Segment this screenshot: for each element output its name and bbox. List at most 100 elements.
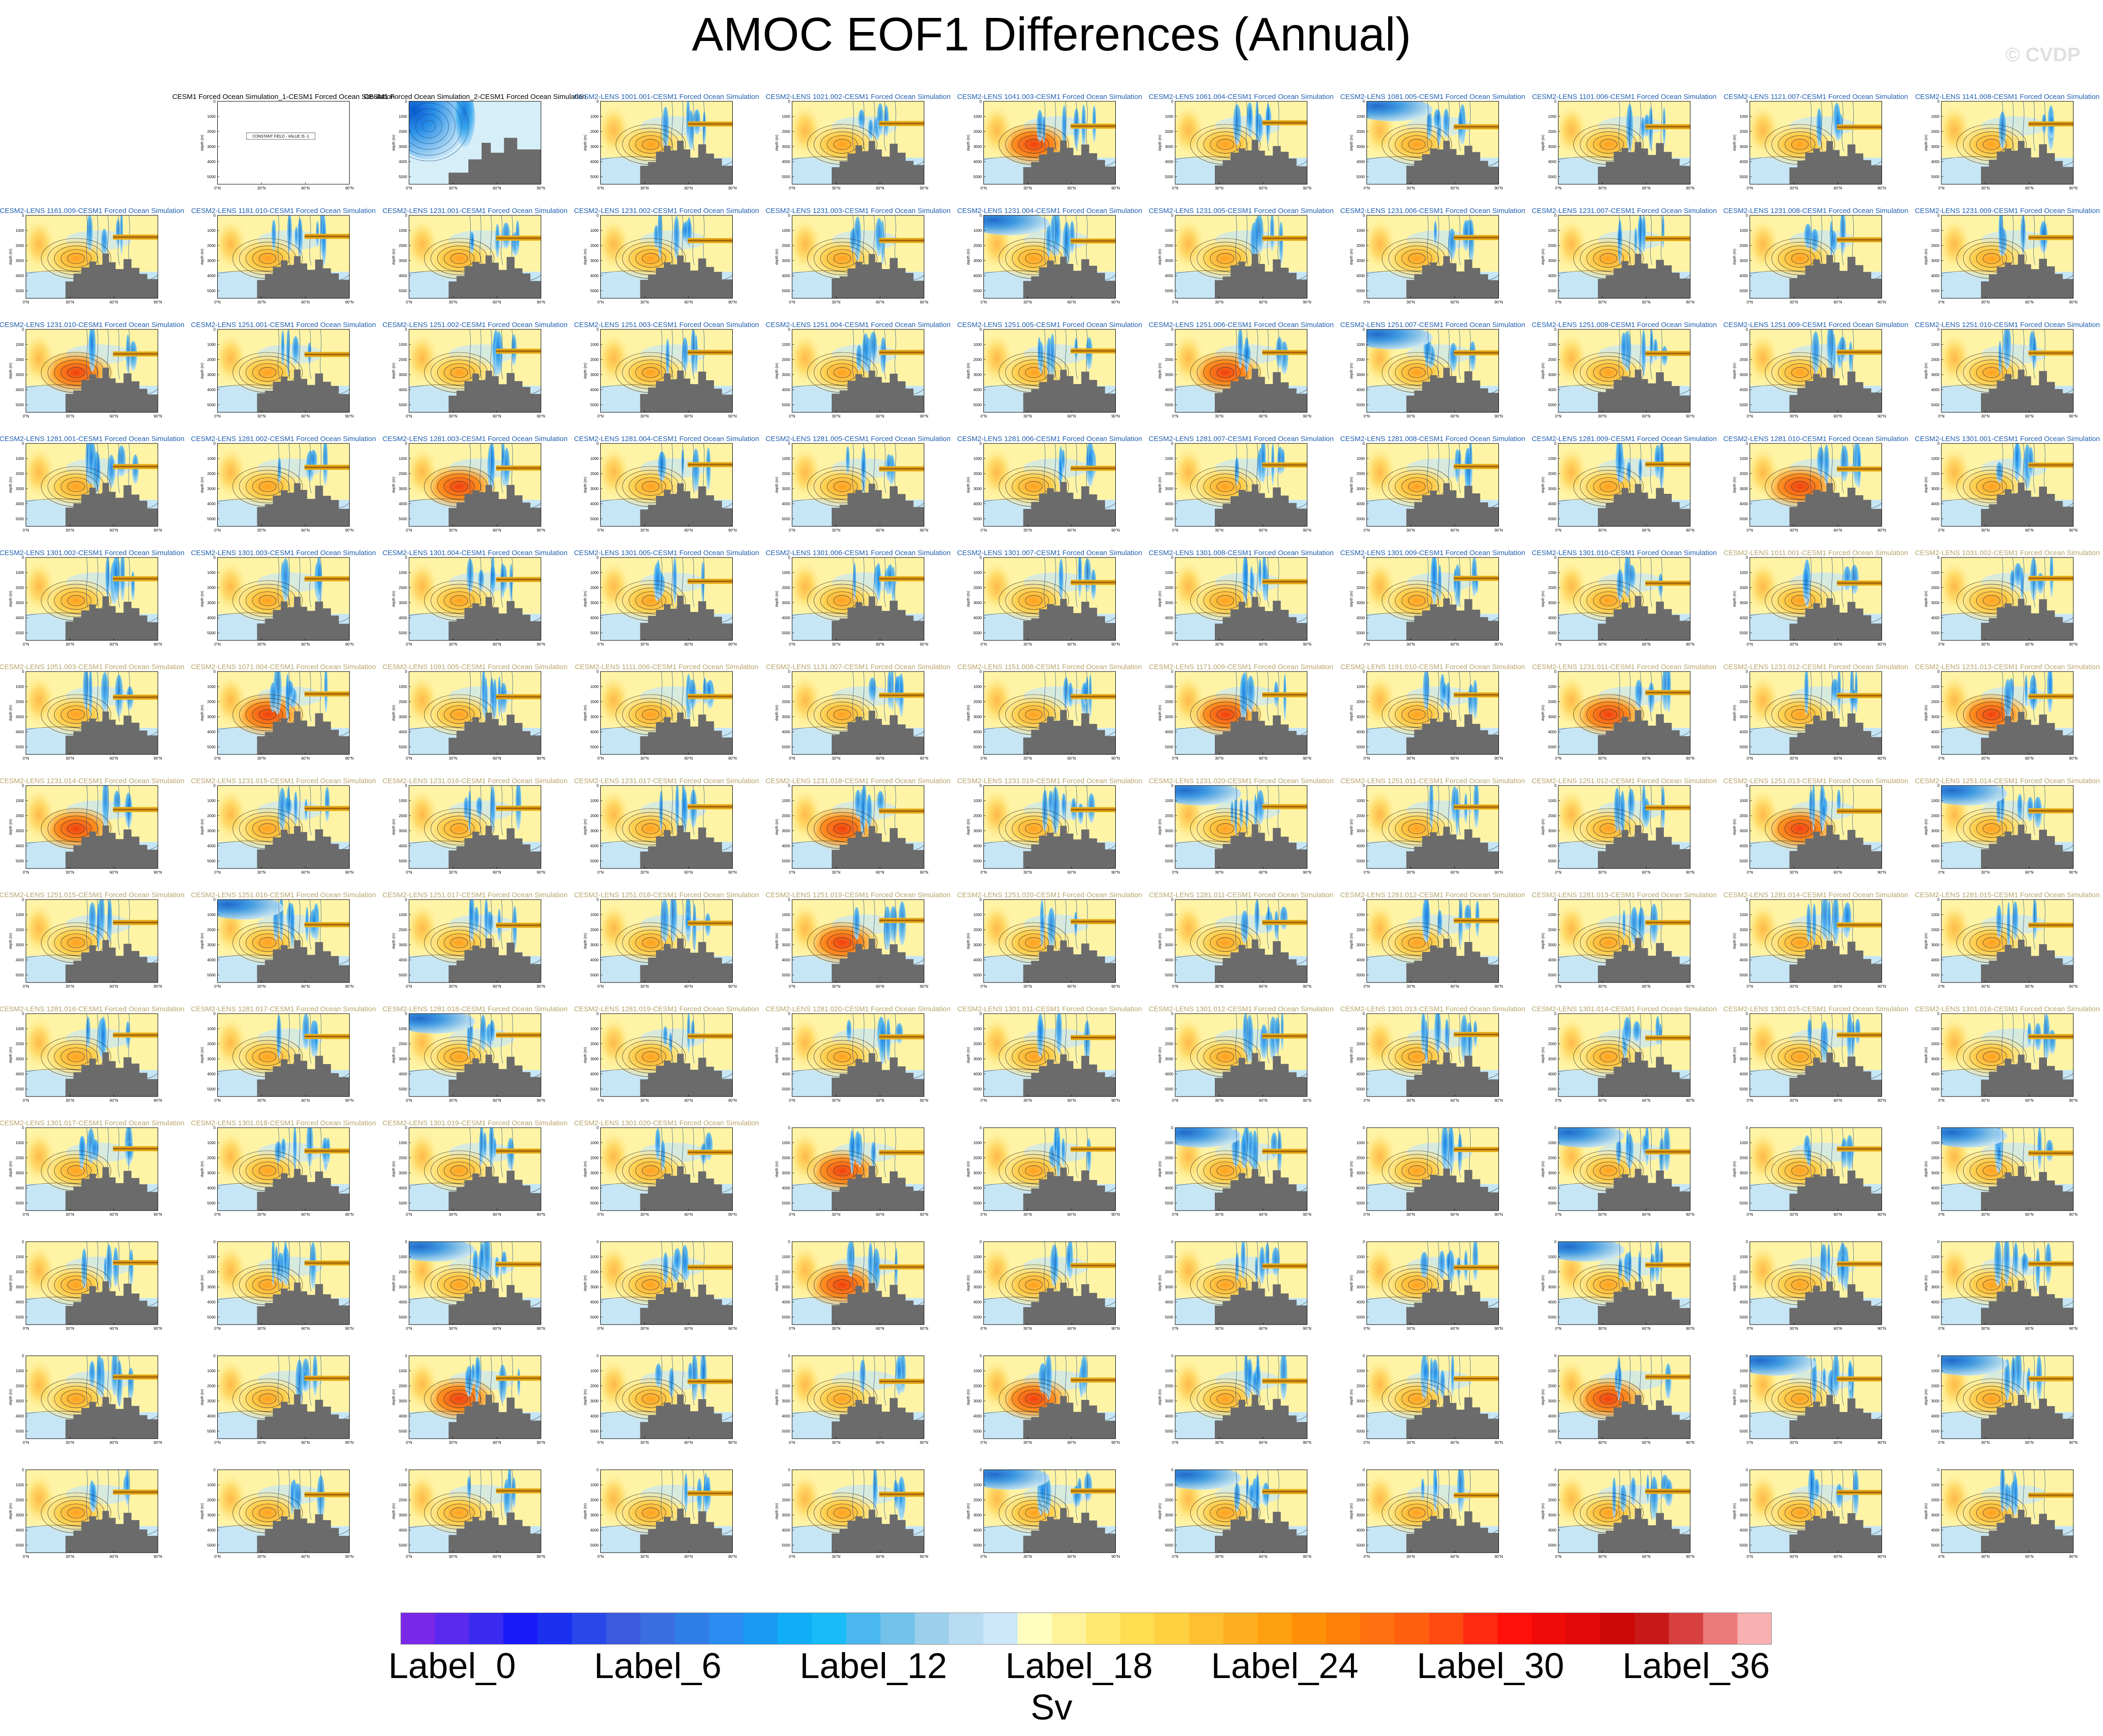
panel-title: CESM2-LENS 1231.012-CESM1 Forced Ocean S… <box>1723 663 1908 671</box>
contour-panel: CESM2-LENS 1251.013-CESM1 Forced Ocean S… <box>1723 777 1908 875</box>
x-tick-label: 60°N <box>110 528 118 532</box>
x-tick-label: 0°N <box>214 1441 221 1445</box>
y-tick-label: 3000 <box>399 259 407 263</box>
x-tick-label: 0°N <box>1172 528 1178 532</box>
y-tick-label: 1000 <box>974 457 982 461</box>
y-tick-label: 2000 <box>16 1042 24 1046</box>
y-tick-label: 1000 <box>1165 799 1173 803</box>
y-tick-label: 3000 <box>1931 829 1939 833</box>
y-tick-label: 1000 <box>974 1027 982 1031</box>
y-tick-label: 4000 <box>1548 388 1556 392</box>
y-tick-label: 0 <box>1938 442 1940 446</box>
y-tick-label: 3000 <box>1931 1399 1939 1403</box>
x-tick-label: 90°N <box>1686 984 1694 989</box>
colorbar-box <box>1292 1613 1326 1645</box>
panel-title: CESM2-LENS 1061.004-CESM1 Forced Ocean S… <box>1149 93 1334 101</box>
x-tick-label: 90°N <box>1878 414 1886 418</box>
y-tick-label: 1000 <box>207 1369 216 1373</box>
y-tick-label: 5000 <box>207 973 216 977</box>
contour-panel: CESM2-LENS 1231.010-CESM1 Forced Ocean S… <box>0 321 184 418</box>
x-tick-label: 30°N <box>65 1098 74 1103</box>
x-tick-label: 0°N <box>1172 1555 1178 1559</box>
contour-panel: CESM2-LENS 1301.006-CESM1 Forced Ocean S… <box>766 549 951 647</box>
y-tick-label: 2000 <box>782 928 790 932</box>
y-tick-label: 5000 <box>16 973 24 977</box>
x-tick-label: 60°N <box>1067 870 1076 875</box>
x-tick-label: 30°N <box>449 186 457 190</box>
y-tick-label: 1000 <box>207 1255 216 1259</box>
y-tick-label: 1000 <box>1165 1483 1173 1487</box>
y-tick-label: 4000 <box>207 388 216 392</box>
y-tick-label: 3000 <box>1165 145 1173 149</box>
colorbar-tick-label: Label_24 <box>1211 1646 1358 1686</box>
y-tick-label: 0 <box>597 1468 599 1472</box>
x-tick-label: 30°N <box>1981 642 1989 647</box>
y-tick-label: 3000 <box>399 1513 407 1517</box>
panel-title: CESM2-LENS 1111.006-CESM1 Forced Ocean S… <box>575 663 758 671</box>
y-axis-label: depth (m) <box>1924 591 1928 607</box>
y-tick-label: 3000 <box>1165 1057 1173 1061</box>
y-tick-label: 3000 <box>1548 601 1556 605</box>
y-tick-label: 3000 <box>1931 487 1939 491</box>
colorbar-tick-label: Label_6 <box>594 1646 722 1686</box>
y-tick-label: 5000 <box>590 517 599 521</box>
x-tick-label: 30°N <box>257 186 266 190</box>
x-tick-label: 30°N <box>1981 1555 1989 1559</box>
y-tick-label: 0 <box>788 556 791 560</box>
panel-title: CESM2-LENS 1251.020-CESM1 Forced Ocean S… <box>957 891 1142 899</box>
y-tick-label: 1000 <box>1165 913 1173 917</box>
y-tick-label: 2000 <box>1165 700 1173 704</box>
y-tick-label: 0 <box>980 1012 982 1016</box>
y-tick-label: 4000 <box>1165 1528 1173 1532</box>
y-tick-label: 1000 <box>590 457 599 461</box>
y-tick-label: 1000 <box>1165 115 1173 119</box>
y-tick-label: 2000 <box>1931 586 1939 590</box>
contour-panel: CESM2-LENS 1251.001-CESM1 Forced Ocean S… <box>191 321 376 418</box>
y-axis-label: depth (m) <box>392 1161 396 1178</box>
panel-title: CESM2-LENS 1231.019-CESM1 Forced Ocean S… <box>957 777 1142 785</box>
contour-panel: CESM2-LENS 1251.012-CESM1 Forced Ocean S… <box>1532 777 1717 875</box>
y-tick-label: 3000 <box>782 145 790 149</box>
y-tick-label: 5000 <box>1165 859 1173 863</box>
y-tick-label: 0 <box>22 1468 25 1472</box>
y-tick-label: 1000 <box>974 1369 982 1373</box>
y-tick-label: 4000 <box>1740 1414 1748 1418</box>
y-tick-label: 4000 <box>207 958 216 962</box>
x-tick-label: 60°N <box>301 414 310 418</box>
y-tick-label: 0 <box>1363 1468 1365 1472</box>
x-tick-label: 0°N <box>597 756 604 761</box>
x-tick-label: 30°N <box>1790 1098 1798 1103</box>
contour-panel: CESM2-LENS 1231.006-CESM1 Forced Ocean S… <box>1340 207 1525 304</box>
x-tick-label: 60°N <box>493 1212 501 1217</box>
y-tick-label: 5000 <box>782 973 790 977</box>
x-tick-label: 0°N <box>1172 186 1178 190</box>
x-tick-label: 90°N <box>1112 414 1120 418</box>
panel-title: CESM2-LENS 1091.005-CESM1 Forced Ocean S… <box>383 663 568 671</box>
contour-panel: CESM2-LENS 1231.016-CESM1 Forced Ocean S… <box>383 777 568 875</box>
contour-panel: CESM2-LENS 1231.002-CESM1 Forced Ocean S… <box>574 207 759 304</box>
x-tick-label: 90°N <box>920 984 928 989</box>
contour-panel: CESM2-LENS 1251.003-CESM1 Forced Ocean S… <box>574 321 759 418</box>
x-tick-label: 60°N <box>493 870 501 875</box>
y-tick-label: 0 <box>213 1240 216 1244</box>
y-tick-label: 5000 <box>1740 1087 1748 1091</box>
y-tick-label: 1000 <box>1165 343 1173 347</box>
y-tick-label: 1000 <box>1357 457 1365 461</box>
y-axis-label: depth (m) <box>1541 363 1545 379</box>
y-tick-label: 1000 <box>1931 1369 1939 1373</box>
x-tick-label: 60°N <box>301 1212 310 1217</box>
y-tick-label: 4000 <box>1931 502 1939 506</box>
contour-panel: CESM2-LENS 1251.011-CESM1 Forced Ocean S… <box>1341 777 1525 875</box>
x-tick-label: 30°N <box>832 870 840 875</box>
y-axis-label: depth (m) <box>583 1503 588 1520</box>
panel-title: CESM2-LENS 1281.009-CESM1 Forced Ocean S… <box>1532 435 1717 443</box>
x-tick-label: 0°N <box>981 414 987 418</box>
x-tick-label: 30°N <box>1790 984 1798 989</box>
y-tick-label: 5000 <box>1357 1087 1365 1091</box>
x-tick-label: 60°N <box>1642 1327 1651 1331</box>
y-tick-label: 3000 <box>1931 1057 1939 1061</box>
y-tick-label: 3000 <box>974 145 982 149</box>
y-tick-label: 5000 <box>1357 631 1365 635</box>
